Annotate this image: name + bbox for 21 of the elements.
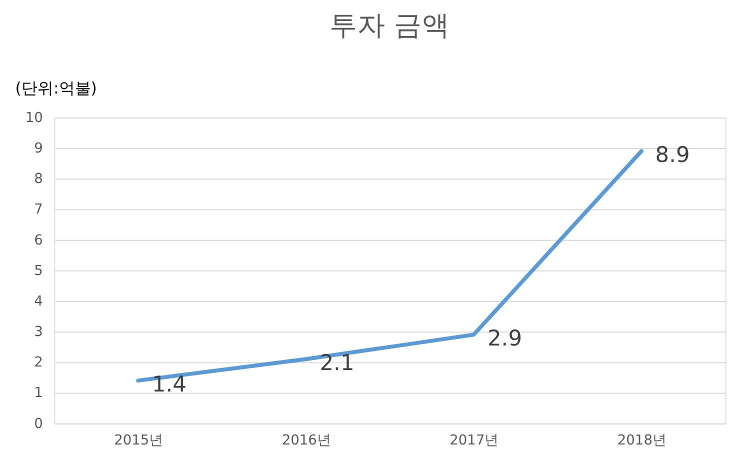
y-tick-label: 5 [34, 262, 43, 279]
y-tick-label: 9 [34, 140, 43, 156]
data-label: 2.1 [320, 351, 354, 376]
y-tick-label: 7 [34, 202, 43, 218]
x-tick-label: 2015년 [114, 432, 164, 449]
y-axis-title: (단위:억불) [15, 78, 97, 98]
y-tick-label: 3 [34, 324, 43, 340]
data-label: 2.9 [488, 326, 522, 352]
data-label: 1.4 [152, 372, 186, 398]
data-label: 8.9 [655, 142, 690, 168]
y-tick-label: 2 [34, 354, 43, 371]
y-tick-label: 4 [34, 293, 43, 310]
y-tick-label: 8 [34, 171, 43, 188]
x-tick-label: 2018년 [617, 432, 667, 449]
x-tick-label: 2017년 [450, 432, 499, 449]
y-tick-label: 1 [34, 385, 43, 402]
y-tick-label: 0 [34, 416, 43, 432]
y-tick-label: 10 [25, 110, 43, 126]
y-tick-label: 6 [34, 232, 43, 248]
chart-title: 투자 금액 [329, 8, 450, 42]
x-tick-label: 2016년 [282, 432, 331, 449]
